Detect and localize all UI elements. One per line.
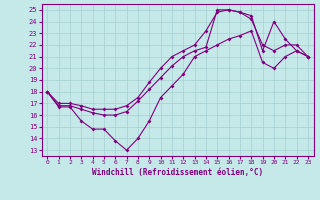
X-axis label: Windchill (Refroidissement éolien,°C): Windchill (Refroidissement éolien,°C)	[92, 168, 263, 177]
